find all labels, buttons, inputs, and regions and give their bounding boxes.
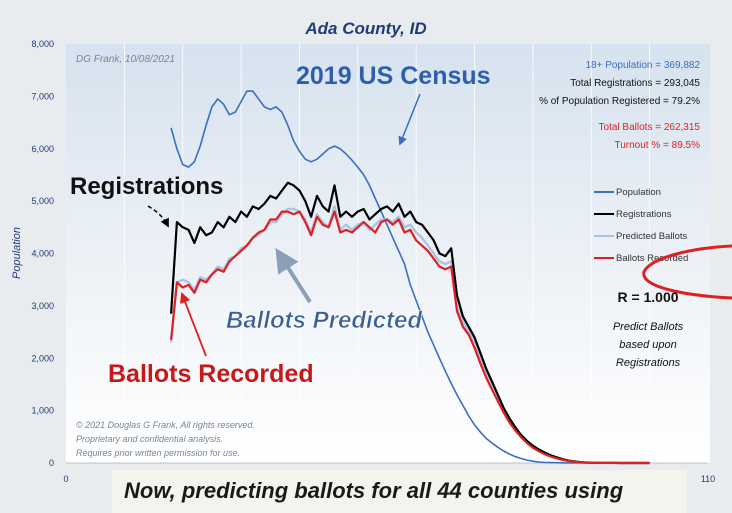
y-tick-label: 5,000: [31, 196, 54, 206]
legend: Population Registrations Predicted Ballo…: [594, 187, 688, 264]
y-tick-label: 4,000: [31, 249, 54, 259]
copyright-line1: © 2021 Douglas G Frank, All rights reser…: [76, 420, 255, 430]
r-value: R = 1.000: [617, 289, 678, 305]
legend-label-predicted: Predicted Ballots: [616, 231, 688, 242]
y-tick-label: 2,000: [31, 353, 54, 363]
annotation-census: 2019 US Census: [296, 62, 491, 90]
stat-pct-registered: % of Population Registered = 79.2%: [539, 96, 700, 107]
y-tick-label: 8,000: [31, 39, 54, 49]
caption-bar: Now, predicting ballots for all 44 count…: [112, 470, 687, 513]
data-series: [169, 90, 650, 465]
gridlines: [66, 44, 708, 464]
chart-title: Ada County, ID: [304, 19, 426, 38]
predict-note-line3: Registrations: [616, 357, 681, 369]
series-recorded-line: [170, 210, 650, 465]
legend-label-recorded: Ballots Recorded: [616, 253, 688, 264]
y-tick-label: 0: [49, 458, 54, 468]
annotation-ballots-predicted: Ballots Predicted: [226, 307, 423, 334]
annotation-predicted-arrow: [275, 247, 312, 304]
stat-population: 18+ Population = 369,882: [585, 60, 700, 71]
series-population-line: [170, 90, 650, 464]
annotation-registrations: Registrations: [70, 173, 223, 200]
annotation-recorded-arrow: [180, 291, 207, 357]
stat-total-ballots: Total Ballots = 262,315: [599, 122, 701, 133]
caption-text: Now, predicting ballots for all 44 count…: [124, 478, 624, 503]
predict-note-line1: Predict Ballots: [613, 321, 684, 333]
y-tick-label: 6,000: [31, 144, 54, 154]
x-tick-label-start: 0: [63, 474, 68, 484]
y-tick-label: 7,000: [31, 91, 54, 101]
predict-note-line2: based upon: [619, 339, 677, 351]
copyright-line3: Requires prior written permission for us…: [76, 448, 240, 458]
annotation-ballots-recorded: Ballots Recorded: [108, 360, 314, 388]
copyright-line2: Proprietary and confidential analysis.: [76, 434, 223, 444]
annotation-registrations-arrow: [147, 205, 169, 228]
y-axis-label: Population: [11, 227, 23, 279]
x-tick-label-end: 110: [701, 474, 715, 484]
annotation-census-arrow: [398, 93, 421, 146]
chart-credit: DG Frank, 10/08/2021: [76, 54, 175, 65]
legend-label-population: Population: [616, 187, 661, 198]
stat-registrations: Total Registrations = 293,045: [570, 78, 700, 89]
stat-turnout: Turnout % = 89.5%: [614, 140, 700, 151]
y-tick-label: 3,000: [31, 301, 54, 311]
plot-area: [66, 44, 710, 463]
legend-label-registrations: Registrations: [616, 209, 672, 220]
y-tick-label: 1,000: [31, 406, 54, 416]
y-axis: 0 1,000 2,000 3,000 4,000 5,000 6,000 7,000 8,00…: [31, 39, 54, 468]
red-pen-circle: [642, 244, 732, 300]
